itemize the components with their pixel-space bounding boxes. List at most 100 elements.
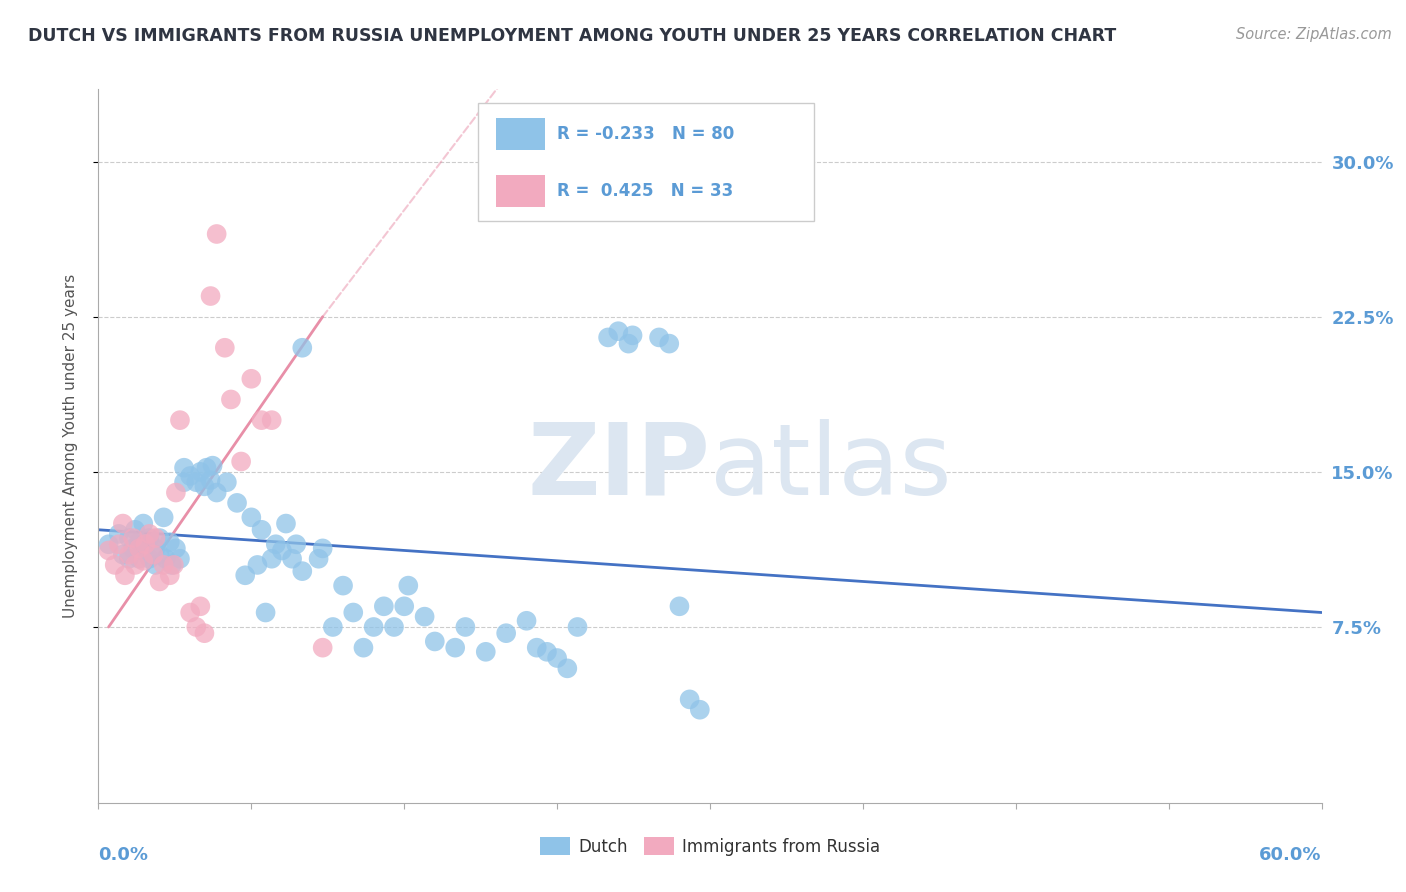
Text: 0.0%: 0.0% <box>98 846 149 863</box>
Point <box>312 541 335 556</box>
FancyBboxPatch shape <box>478 103 814 221</box>
Point <box>352 640 374 655</box>
Point <box>132 516 155 531</box>
Point <box>454 620 477 634</box>
Point <box>200 289 222 303</box>
Point <box>214 341 236 355</box>
Point <box>193 626 215 640</box>
Text: DUTCH VS IMMIGRANTS FROM RUSSIA UNEMPLOYMENT AMONG YOUTH UNDER 25 YEARS CORRELAT: DUTCH VS IMMIGRANTS FROM RUSSIA UNEMPLOY… <box>28 27 1116 45</box>
Point <box>240 372 263 386</box>
Point <box>658 336 681 351</box>
Point <box>97 543 120 558</box>
Point <box>188 465 212 479</box>
Point <box>215 475 238 490</box>
Point <box>138 527 160 541</box>
Point <box>149 574 172 589</box>
Point <box>173 460 195 475</box>
Point <box>246 558 269 572</box>
Point <box>567 620 589 634</box>
Point <box>124 558 146 572</box>
Point <box>291 564 314 578</box>
Point <box>155 551 177 566</box>
Point <box>128 541 150 556</box>
Point <box>149 531 172 545</box>
Point <box>205 485 228 500</box>
Point <box>145 558 167 572</box>
Point <box>134 537 156 551</box>
Point <box>363 620 385 634</box>
Point <box>163 558 186 572</box>
Point <box>159 568 181 582</box>
Point <box>226 496 249 510</box>
Point <box>108 527 131 541</box>
Point <box>219 392 242 407</box>
Point <box>186 620 208 634</box>
Point <box>291 341 314 355</box>
Point <box>668 599 690 614</box>
Point <box>231 454 253 468</box>
Point <box>104 558 127 572</box>
Point <box>108 537 131 551</box>
Point <box>598 330 620 344</box>
Point <box>200 473 222 487</box>
Point <box>160 558 183 572</box>
Point <box>621 328 644 343</box>
Point <box>308 551 330 566</box>
Point <box>128 551 150 566</box>
Point <box>270 543 294 558</box>
Point <box>195 460 218 475</box>
Point <box>186 475 208 490</box>
Point <box>118 548 141 562</box>
Text: 60.0%: 60.0% <box>1260 846 1322 863</box>
Point <box>205 227 228 241</box>
Point <box>118 531 141 545</box>
Point <box>240 510 263 524</box>
Point <box>285 537 308 551</box>
Point <box>607 324 630 338</box>
Legend: Dutch, Immigrants from Russia: Dutch, Immigrants from Russia <box>533 830 887 863</box>
Point <box>264 537 287 551</box>
Point <box>97 537 120 551</box>
Point <box>169 551 191 566</box>
Point <box>274 516 297 531</box>
Point <box>392 599 416 614</box>
Point <box>689 703 711 717</box>
Point <box>138 531 160 545</box>
Point <box>149 548 172 562</box>
Point <box>145 541 167 556</box>
Point <box>114 568 136 582</box>
Point <box>169 413 191 427</box>
Point <box>173 475 195 490</box>
Point <box>474 645 498 659</box>
FancyBboxPatch shape <box>496 175 546 207</box>
Point <box>138 551 160 566</box>
Point <box>413 609 436 624</box>
FancyBboxPatch shape <box>496 118 546 150</box>
Point <box>546 651 568 665</box>
Point <box>179 606 201 620</box>
Point <box>250 523 273 537</box>
Point <box>444 640 467 655</box>
Point <box>281 551 304 566</box>
Text: R = -0.233   N = 80: R = -0.233 N = 80 <box>557 125 734 143</box>
Point <box>679 692 702 706</box>
Point <box>557 661 579 675</box>
Point <box>132 554 155 568</box>
Text: ZIP: ZIP <box>527 419 710 516</box>
Point <box>122 531 145 545</box>
Point <box>233 568 256 582</box>
Point <box>516 614 538 628</box>
Point <box>526 640 548 655</box>
Point <box>250 413 273 427</box>
Point <box>260 413 283 427</box>
Point <box>142 548 165 562</box>
Point <box>201 458 224 473</box>
Point <box>165 541 187 556</box>
Point <box>111 548 134 562</box>
Text: R =  0.425   N = 33: R = 0.425 N = 33 <box>557 182 734 200</box>
Point <box>342 606 364 620</box>
Point <box>188 599 212 614</box>
Point <box>132 543 155 558</box>
Point <box>254 606 277 620</box>
Point <box>617 336 640 351</box>
